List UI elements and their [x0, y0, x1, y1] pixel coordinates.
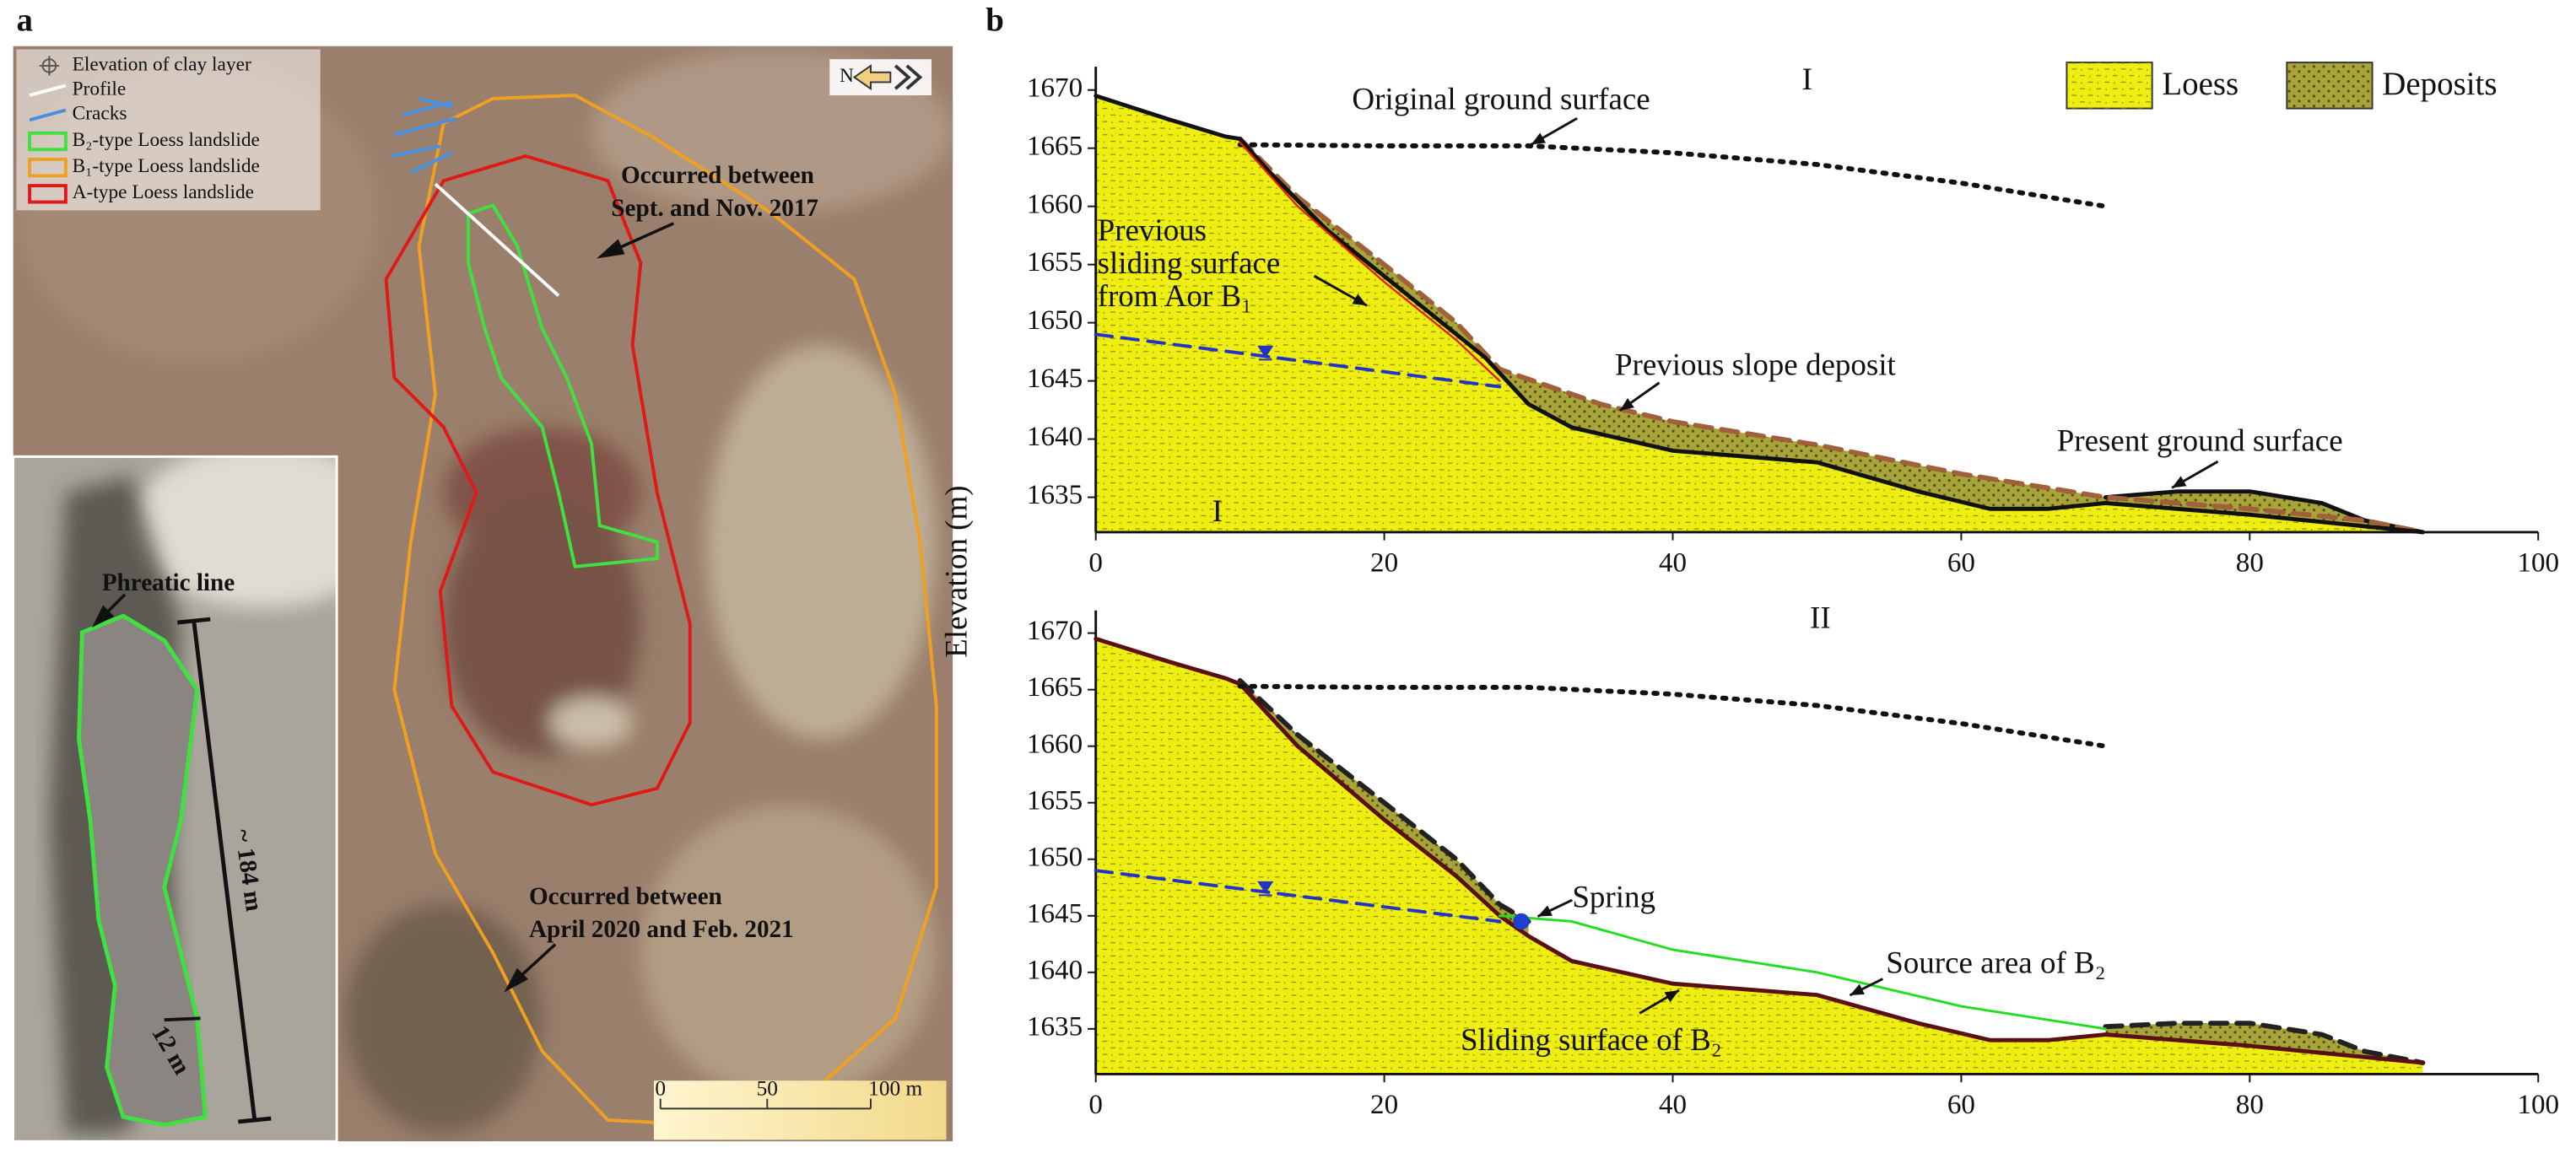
annotation: Sliding surface of B₂	[1461, 1023, 1722, 1058]
map-annotation: Occurred between	[621, 162, 814, 189]
panel-label: a	[16, 2, 32, 38]
x-tick-label: 0	[1088, 1090, 1103, 1120]
annotation: Previous	[1098, 213, 1207, 248]
map-annotation: April 2020 and Feb. 2021	[529, 916, 794, 943]
profile-line	[1237, 136, 2426, 535]
y-tick-label: 1655	[1027, 785, 1083, 816]
legend-label: Elevation of clay layer	[73, 53, 251, 75]
legend-label: Deposits	[2382, 66, 2497, 102]
b2-outline	[466, 203, 659, 568]
legend-label: Loess	[2162, 66, 2238, 102]
x-tick-label: 100	[2517, 547, 2559, 578]
area-texture	[1095, 638, 2423, 1075]
y-tick-label: 1650	[1027, 842, 1083, 872]
map-legend: Elevation of clay layer Profile Cracks B…	[16, 49, 321, 211]
b1-outline	[392, 94, 938, 1127]
x-tick-label: 80	[2236, 1090, 2264, 1120]
scale-label: 50	[757, 1077, 778, 1101]
x-tick-label: 20	[1370, 547, 1398, 578]
north-label: N	[840, 65, 854, 87]
scale-label: 0	[655, 1077, 666, 1101]
arrow-head	[1850, 983, 1865, 996]
x-tick-label: 100	[2517, 1090, 2559, 1120]
y-tick-label: 1640	[1027, 422, 1083, 452]
legend-texture	[2287, 62, 2373, 109]
annotation: Original ground surface	[1352, 82, 1650, 116]
x-tick-label: 40	[1659, 1090, 1687, 1120]
annotation: I	[1802, 62, 1812, 97]
profile-line	[1237, 142, 2109, 209]
annotation: I	[1212, 494, 1223, 529]
annotation: sliding surface	[1098, 246, 1281, 281]
y-tick-label: 1665	[1027, 131, 1083, 161]
profile-line	[1094, 869, 1502, 924]
x-tick-label: 20	[1370, 1090, 1398, 1120]
arrow-head	[1531, 132, 1547, 145]
x-tick-label: 40	[1659, 547, 1687, 578]
arrow-head	[2172, 476, 2187, 488]
x-tick-label: 0	[1088, 547, 1103, 578]
water-table-marker	[1257, 345, 1274, 361]
profile-line	[1237, 678, 1531, 924]
profile-line	[434, 182, 560, 297]
x-tick-label: 80	[2236, 547, 2264, 578]
x-tick-label: 60	[1947, 547, 1975, 578]
scale-bar: 0 50 100 m	[653, 1077, 947, 1140]
y-tick-label: 1650	[1027, 305, 1083, 336]
spring-point	[1513, 913, 1530, 930]
legend-label: A-type Loess landslide	[73, 181, 254, 203]
panel-label: b	[986, 2, 1004, 38]
y-tick-label: 1670	[1027, 616, 1083, 646]
y-axis-label: Elevation (m)	[940, 485, 975, 657]
legend-label: B₂-type Loess landslide	[73, 129, 260, 151]
profile-line	[1498, 914, 2107, 1031]
y-tick-label: 1655	[1027, 247, 1083, 277]
y-tick-label: 1640	[1027, 955, 1083, 985]
profile-line	[1237, 683, 2109, 749]
legend-label: B₁-type Loess landslide	[73, 155, 260, 177]
cracks	[391, 97, 457, 175]
map-annotation: Sept. and Nov. 2017	[611, 195, 818, 222]
a-outline	[384, 154, 692, 807]
area-texture	[1095, 95, 2423, 532]
map-annotation: Phreatic line	[102, 569, 235, 596]
arrow-head	[1619, 397, 1634, 411]
y-tick-label: 1665	[1027, 672, 1083, 703]
annotation: Spring	[1572, 881, 1655, 915]
profile-line	[2103, 1021, 2426, 1065]
annotation: II	[1810, 601, 1831, 636]
y-tick-label: 1635	[1027, 480, 1083, 510]
arrow-head	[1352, 294, 1367, 306]
y-tick-label: 1660	[1027, 189, 1083, 219]
y-tick-label: 1635	[1027, 1011, 1083, 1042]
arrow-head	[1664, 990, 1679, 1003]
annotation: Present ground surface	[2057, 423, 2343, 458]
map-arrows	[92, 222, 675, 993]
map-annotation: Occurred between	[529, 883, 722, 910]
arrow-head	[1537, 905, 1553, 917]
x-tick-label: 60	[1947, 1090, 1975, 1120]
legend-label: Profile	[73, 78, 127, 100]
y-tick-label: 1645	[1027, 898, 1083, 929]
north-arrow: N	[829, 59, 932, 96]
profile-line	[1094, 332, 1502, 389]
profile-line	[1239, 141, 1501, 382]
y-tick-label: 1660	[1027, 729, 1083, 759]
legend-label: Cracks	[73, 103, 127, 125]
legend-symbols	[28, 56, 68, 204]
inset-frame	[12, 455, 338, 1143]
satellite-map	[13, 46, 953, 1142]
scale-label: 100 m	[868, 1077, 922, 1101]
legend-texture	[2066, 62, 2152, 109]
y-tick-label: 1645	[1027, 364, 1083, 394]
annotation: Source area of B₂	[1886, 946, 2105, 980]
inset-photo	[13, 456, 338, 1142]
annotation: Previous slope deposit	[1615, 348, 1897, 383]
annotation: from Aor B₁	[1098, 279, 1252, 314]
y-tick-label: 1670	[1027, 73, 1083, 103]
water-table-marker	[1257, 881, 1274, 897]
